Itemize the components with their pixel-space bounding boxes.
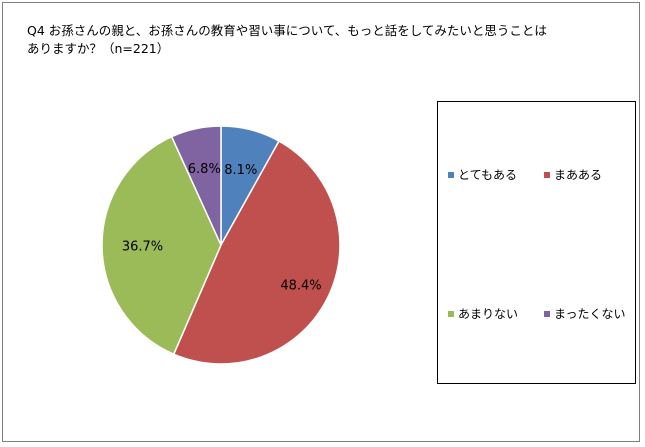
data-label-mattaku-nai: 6.8% xyxy=(188,162,221,177)
data-label-amari-nai: 36.7% xyxy=(122,240,163,255)
legend-swatch xyxy=(544,171,550,178)
legend-item-amari-nai: あまりない xyxy=(448,307,518,321)
legend-item-mattaku-nai: まったくない xyxy=(544,307,626,321)
pie-slice-amari-nai xyxy=(101,135,222,356)
legend-label: とてもある xyxy=(458,168,518,182)
legend-swatch xyxy=(544,310,550,317)
legend-swatch xyxy=(448,310,454,317)
chart-legend: とてもある まあある あまりない まったくない xyxy=(437,101,636,384)
pie-slice-mattaku-nai xyxy=(170,125,222,246)
legend-label: まあある xyxy=(554,168,603,182)
legend-label: あまりない xyxy=(458,307,519,321)
legend-item-totemo-aru: とてもある xyxy=(448,168,517,182)
legend-label: まったくない xyxy=(554,307,626,321)
data-label-totemo-aru: 8.1% xyxy=(224,163,257,178)
legend-swatch xyxy=(448,171,454,178)
legend-item-maa-aru: まあある xyxy=(544,168,602,182)
data-label-maa-aru: 48.4% xyxy=(280,279,321,294)
pie-slice-maa-aru xyxy=(172,140,341,365)
chart-title: Q4 お孫さんの親と、お孫さんの教育や習い事について、もっと話をしてみたいと思う… xyxy=(27,23,547,56)
